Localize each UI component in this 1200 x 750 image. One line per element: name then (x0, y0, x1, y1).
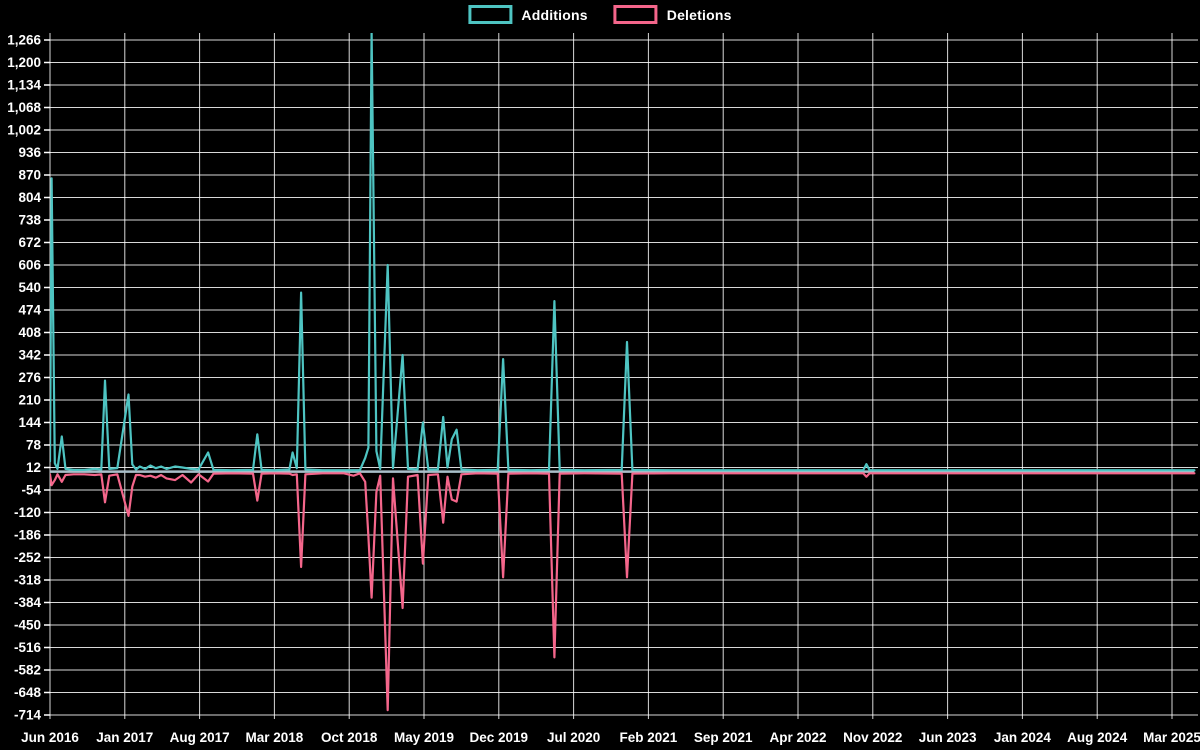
x-tick-label: Jan 2017 (96, 730, 153, 745)
y-tick-label: 78 (26, 437, 42, 452)
additions-swatch-icon (468, 5, 513, 24)
x-tick-label: Nov 2022 (843, 730, 902, 745)
y-tick-label: -648 (14, 685, 42, 700)
y-tick-label: 474 (18, 302, 41, 317)
x-tick-label: May 2019 (394, 730, 454, 745)
x-tick-label: Jan 2024 (994, 730, 1052, 745)
y-tick-label: 144 (18, 415, 41, 430)
y-tick-label: 276 (18, 370, 41, 385)
y-tick-label: 870 (18, 167, 41, 182)
x-tick-label: Jul 2020 (547, 730, 600, 745)
x-tick-label: Aug 2024 (1067, 730, 1128, 745)
y-tick-label: -714 (14, 708, 42, 723)
x-tick-label: Mar 2025 (1143, 730, 1200, 745)
x-tick-label: Dec 2019 (470, 730, 529, 745)
x-tick-label: Aug 2017 (170, 730, 230, 745)
deletions-line (50, 472, 1196, 712)
y-tick-label: 408 (18, 325, 41, 340)
legend-label-deletions: Deletions (666, 6, 732, 23)
deletions-swatch-icon (613, 5, 658, 24)
x-tick-label: Jun 2016 (21, 730, 79, 745)
y-tick-label: 1,134 (7, 77, 41, 92)
y-tick-label: 1,068 (7, 100, 41, 115)
y-tick-label: 1,002 (7, 122, 41, 137)
legend-label-additions: Additions (521, 6, 588, 23)
y-tick-label: -318 (14, 573, 42, 588)
x-tick-label: Apr 2022 (769, 730, 826, 745)
y-tick-label: 210 (18, 392, 41, 407)
y-tick-label: 672 (18, 235, 41, 250)
y-tick-label: 738 (18, 212, 41, 227)
y-tick-label: 1,200 (7, 55, 41, 70)
x-tick-label: Sep 2021 (694, 730, 753, 745)
y-tick-label: -450 (14, 618, 41, 633)
y-tick-label: -582 (14, 663, 41, 678)
y-tick-label: 540 (18, 280, 41, 295)
x-tick-label: Mar 2018 (246, 730, 304, 745)
y-tick-label: -384 (14, 595, 42, 610)
y-tick-label: -186 (14, 528, 42, 543)
y-tick-label: -252 (14, 550, 41, 565)
x-tick-label: Feb 2021 (620, 730, 678, 745)
chart-legend: Additions Deletions (468, 5, 731, 24)
y-tick-label: 804 (18, 190, 41, 205)
x-tick-label: Oct 2018 (321, 730, 378, 745)
y-tick-label: 1,266 (7, 32, 41, 47)
y-tick-label: -516 (14, 640, 42, 655)
y-tick-label: -54 (21, 483, 41, 498)
x-tick-label: Jun 2023 (919, 730, 977, 745)
y-tick-label: 12 (26, 460, 41, 475)
y-tick-label: 936 (18, 145, 41, 160)
y-tick-label: -120 (14, 505, 41, 520)
y-tick-label: 606 (18, 257, 41, 272)
legend-item-additions[interactable]: Additions (468, 5, 588, 24)
y-tick-label: 342 (18, 347, 41, 362)
legend-item-deletions[interactable]: Deletions (613, 5, 732, 24)
additions-line (50, 33, 1196, 472)
